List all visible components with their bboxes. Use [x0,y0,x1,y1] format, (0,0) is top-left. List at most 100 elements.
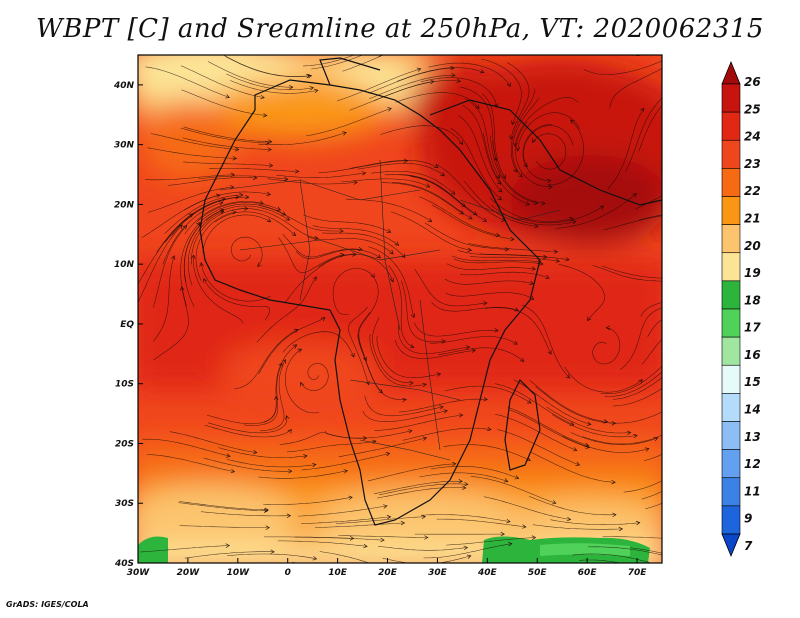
streamline-arrow [586,421,592,426]
streamline-arrow [309,86,315,91]
streamline-arrow [378,388,383,393]
streamline-arrow [626,430,632,436]
streamline-arrow [566,516,572,522]
streamline [528,496,617,516]
streamline [489,135,538,204]
streamline-arrow [408,429,413,434]
streamline-arrow [541,200,546,206]
streamline-arrow [482,217,488,222]
streamline-arrow [673,556,677,560]
streamline-arrow [663,93,667,97]
streamline [180,65,265,98]
streamline [445,292,534,300]
streamline [546,406,631,434]
streamline-arrow [283,176,289,182]
streamline-arrow [276,206,282,211]
streamline [198,175,288,180]
streamline-arrow [709,314,713,318]
streamline [436,164,506,222]
streamline [341,178,430,188]
streamline-arrow [281,211,287,216]
streamline-arrow [545,274,550,279]
streamline-arrow [225,543,230,548]
streamline [600,411,662,424]
streamline [183,161,273,166]
y-tick-label: EQ [120,320,134,330]
streamline [378,55,384,58]
streamline [583,60,662,75]
streamline [607,108,645,190]
streamline-arrow [384,40,388,44]
streamline-arrow [199,262,204,267]
streamline [180,222,201,307]
streamline-arrow [665,432,669,435]
streamline [263,344,297,423]
streamline-arrow [383,504,388,509]
streamline [373,481,463,495]
streamline [470,476,556,504]
streamline [322,232,406,258]
streamline [377,487,466,499]
streamline-arrow [687,277,691,281]
streamline [259,359,286,432]
streamline [182,137,272,150]
streamline [184,201,264,235]
streamline [507,62,530,140]
streamline [517,205,604,224]
streamline-arrow [532,138,537,143]
streamline-arrow [253,175,258,180]
streamline-arrow [529,280,534,285]
streamline [243,363,283,426]
streamline-arrow [674,354,678,358]
streamline-arrow [312,556,318,561]
streamline-arrow [430,79,435,84]
colorbar-swatch [721,421,741,450]
y-tick-label: 10N [114,260,135,270]
streamline [282,331,355,358]
streamline-arrow [464,481,469,487]
streamline-arrow [270,549,275,554]
streamline-arrow [191,254,196,260]
streamline-arrow [353,180,358,185]
streamline [378,546,468,551]
colorbar-swatch [721,139,741,169]
colorbar-swatch [721,168,741,197]
streamline-arrow [716,414,720,418]
streamline-arrow [676,58,680,61]
streamline [169,431,257,453]
colorbar-label: 18 [744,293,761,307]
streamline [396,67,484,82]
streamline-arrow [421,514,426,519]
streamline [368,67,455,94]
streamline [468,243,558,253]
streamline [551,414,638,438]
streamline-arrow [288,469,293,474]
grads-credit: GrADS: IGES/COLA [6,600,89,609]
streamline-arrow [513,142,518,148]
streamline-arrow [542,254,548,260]
colorbar-label: 17 [744,321,761,335]
streamline-arrow [531,535,537,540]
x-tick-label: 50E [528,568,548,578]
streamline-arrow [511,120,516,126]
streamline [421,77,498,108]
streamline-arrow [263,113,268,118]
streamline-arrow [342,131,347,136]
colorbar-label: 23 [744,157,761,171]
y-tick-label: 30N [114,141,135,151]
streamline [453,258,544,265]
streamline [357,312,383,393]
streamline [164,194,243,234]
streamline-arrow [422,382,427,388]
streamline-arrow [584,442,590,447]
streamline-arrow [525,201,530,206]
streamline [258,317,325,375]
streamline [460,271,550,279]
map-title: WBPT [C] and Sreamline at 250hPa, VT: 20… [36,14,764,44]
colorbar: 26 25 24 23 22 21 20 19 18 17 16 15 14 13 12 11 9 7 [721,60,761,558]
streamline [278,237,345,274]
streamline [445,385,532,404]
streamline-arrow [459,27,463,31]
x-tick-label: 20W [177,568,201,578]
streamline [145,66,230,98]
